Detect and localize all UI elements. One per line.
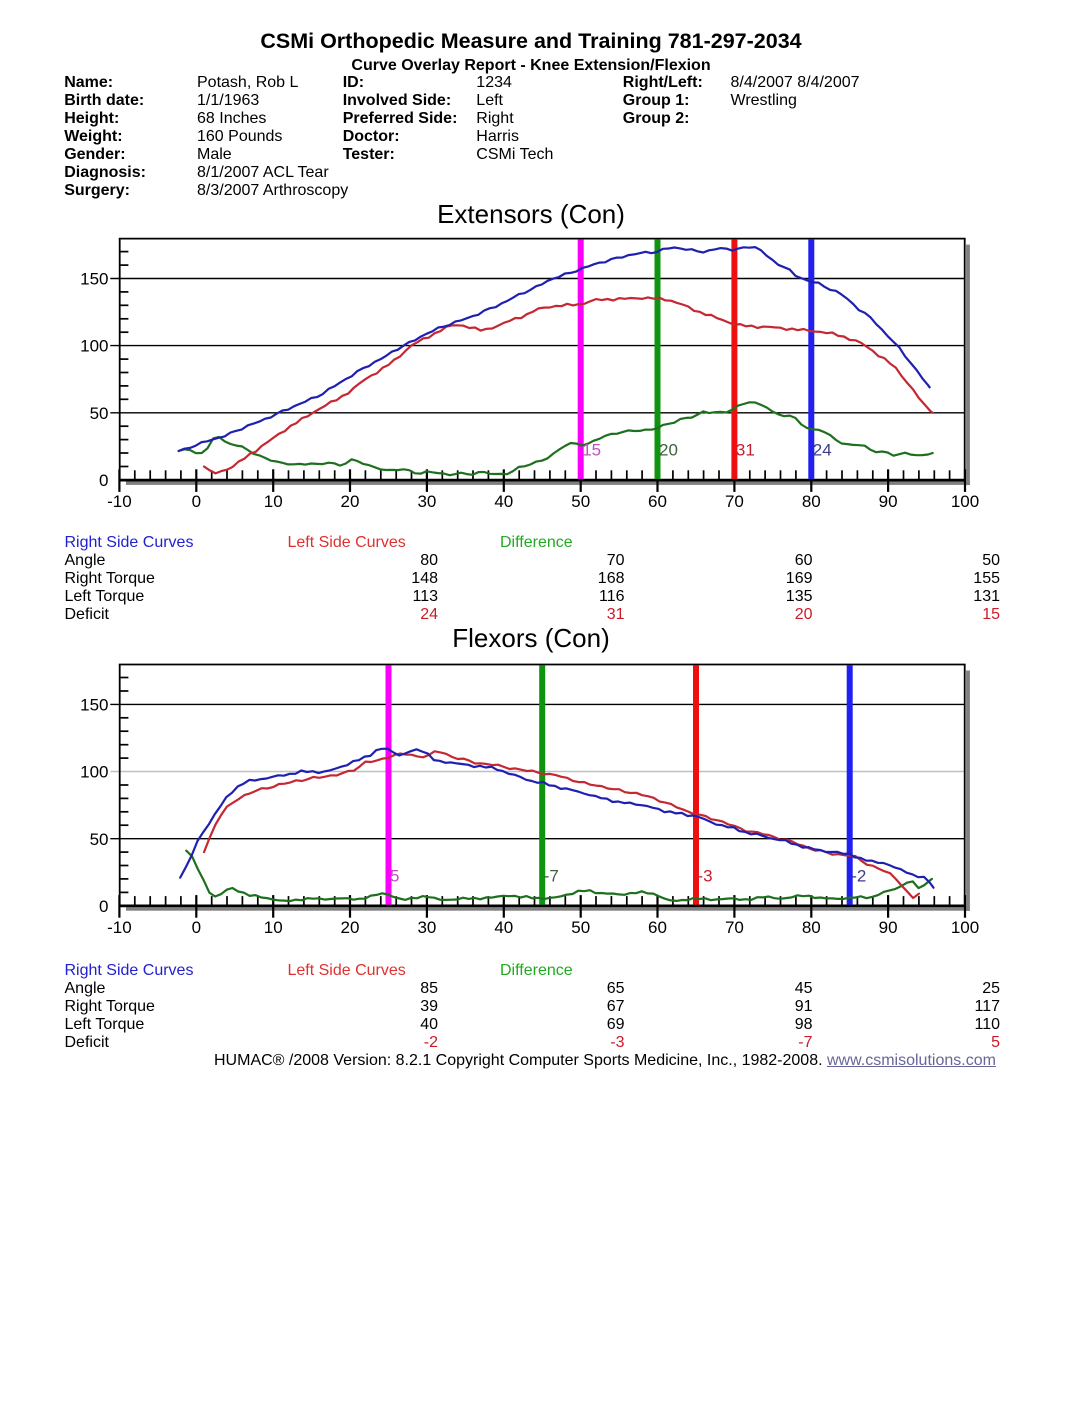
svg-text:70: 70	[725, 492, 744, 511]
svg-text:20: 20	[659, 441, 678, 460]
svg-text:10: 10	[264, 492, 283, 511]
svg-text:100: 100	[951, 918, 979, 937]
svg-text:50: 50	[90, 830, 109, 849]
svg-text:-10: -10	[107, 918, 132, 937]
svg-text:20: 20	[341, 492, 360, 511]
svg-text:-2: -2	[851, 866, 866, 885]
svg-text:-10: -10	[107, 492, 132, 511]
svg-text:50: 50	[571, 918, 590, 937]
svg-text:150: 150	[80, 270, 108, 289]
svg-text:0: 0	[99, 471, 108, 490]
svg-text:24: 24	[813, 441, 832, 460]
svg-text:-7: -7	[544, 866, 559, 885]
svg-text:30: 30	[417, 492, 436, 511]
svg-text:100: 100	[951, 492, 979, 511]
svg-text:40: 40	[494, 918, 513, 937]
svg-text:0: 0	[192, 492, 201, 511]
svg-text:50: 50	[571, 492, 590, 511]
svg-text:20: 20	[341, 918, 360, 937]
svg-text:0: 0	[192, 918, 201, 937]
svg-text:15: 15	[582, 441, 601, 460]
svg-text:90: 90	[879, 492, 898, 511]
svg-text:31: 31	[736, 441, 755, 460]
svg-text:40: 40	[494, 492, 513, 511]
svg-text:60: 60	[648, 492, 667, 511]
svg-text:80: 80	[802, 918, 821, 937]
svg-text:100: 100	[80, 763, 108, 782]
svg-text:-3: -3	[698, 866, 713, 885]
svg-text:80: 80	[802, 492, 821, 511]
svg-text:60: 60	[648, 918, 667, 937]
svg-text:30: 30	[417, 918, 436, 937]
svg-text:150: 150	[80, 696, 108, 715]
svg-text:90: 90	[879, 918, 898, 937]
svg-text:10: 10	[264, 918, 283, 937]
svg-text:70: 70	[725, 918, 744, 937]
svg-text:5: 5	[390, 866, 399, 885]
svg-text:100: 100	[80, 337, 108, 356]
svg-text:50: 50	[90, 404, 109, 423]
svg-text:0: 0	[99, 897, 108, 916]
